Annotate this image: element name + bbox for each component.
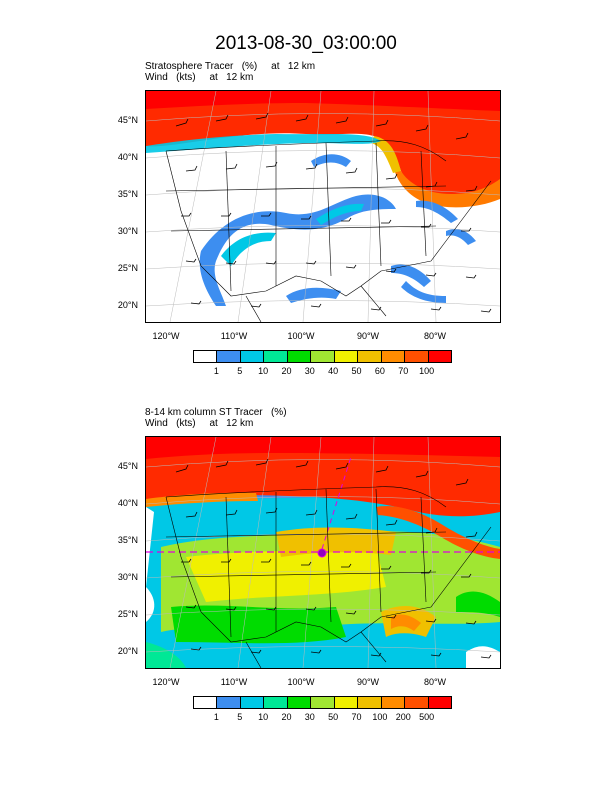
colorbar-swatch [428,697,451,708]
colorbar-tick-label: 70 [351,712,362,722]
panel1-map [145,90,501,323]
colorbar-swatch [217,351,241,362]
colorbar-swatch [381,351,406,362]
panel2-lon-label: 120°W [152,677,180,687]
panel2-lat-label: 35°N [117,535,138,545]
colorbar-swatch [194,351,218,362]
colorbar-swatch [240,697,265,708]
panel1-lat-label: 25°N [117,263,138,273]
panel1-lat-label: 35°N [117,189,138,199]
panel1-map-graphic [146,91,500,322]
panel1-lon-label: 110°W [220,331,248,341]
colorbar-tick-label: 200 [395,712,411,722]
panel1-colorbar [193,350,452,363]
colorbar-swatch [405,697,429,708]
panel2-subtitle-tracer: 8-14 km column ST Tracer (%) [145,407,287,418]
panel2-colorbar [193,696,452,709]
panel2-subtitle-wind: Wind (kts) at 12 km [145,418,254,429]
panel1-lat-label: 30°N [117,226,138,236]
colorbar-tick-label: 30 [304,712,315,722]
panel2-lat-label: 25°N [117,609,138,619]
panel1-lon-label: 100°W [287,331,315,341]
colorbar-tick-label: 1 [213,366,219,376]
colorbar-tick-label: 1 [213,712,219,722]
panel1-lon-label: 90°W [356,331,380,341]
panel2-lon-label: 80°W [423,677,447,687]
panel1-lat-label: 20°N [117,300,138,310]
panel2-lon-label: 90°W [356,677,380,687]
colorbar-tick-label: 10 [258,366,269,376]
colorbar-tick-label: 100 [372,712,388,722]
panel2-lat-label: 45°N [117,461,138,471]
panel2-map-graphic [146,437,500,668]
colorbar-swatch [194,697,218,708]
colorbar-tick-label: 20 [281,366,292,376]
colorbar-swatch [311,697,335,708]
colorbar-swatch [358,697,382,708]
colorbar-tick-label: 10 [258,712,269,722]
panel1-subtitle-tracer: Stratosphere Tracer (%) at 12 km [145,61,316,72]
colorbar-swatch [311,351,335,362]
panel2-map [145,436,501,669]
colorbar-tick-label: 500 [419,712,435,722]
colorbar-swatch [217,697,241,708]
panel2-lon-label: 100°W [287,677,315,687]
panel1-lon-label: 80°W [423,331,447,341]
colorbar-swatch [287,351,312,362]
colorbar-tick-label: 50 [351,366,362,376]
colorbar-swatch [334,697,359,708]
colorbar-swatch [287,697,312,708]
colorbar-tick-label: 50 [328,712,339,722]
panel1-lat-label: 40°N [117,152,138,162]
panel1-lat-label: 45°N [117,115,138,125]
panel2-lat-label: 40°N [117,498,138,508]
colorbar-tick-label: 20 [281,712,292,722]
panel2-lon-label: 110°W [220,677,248,687]
panel2-lat-label: 30°N [117,572,138,582]
colorbar-tick-label: 5 [237,712,243,722]
panel1-lon-label: 120°W [152,331,180,341]
map-title: 2013-08-30_03:00:00 [215,33,397,54]
colorbar-tick-label: 70 [398,366,409,376]
panel1-subtitle-wind: Wind (kts) at 12 km [145,72,254,83]
colorbar-swatch [358,351,382,362]
colorbar-swatch [240,351,265,362]
colorbar-swatch [264,697,288,708]
colorbar-tick-label: 60 [374,366,385,376]
colorbar-swatch [428,351,451,362]
colorbar-swatch [334,351,359,362]
colorbar-tick-label: 40 [328,366,339,376]
panel2-lat-label: 20°N [117,646,138,656]
colorbar-swatch [264,351,288,362]
colorbar-swatch [405,351,429,362]
colorbar-tick-label: 100 [419,366,435,376]
colorbar-tick-label: 5 [237,366,243,376]
colorbar-tick-label: 30 [304,366,315,376]
colorbar-swatch [381,697,406,708]
